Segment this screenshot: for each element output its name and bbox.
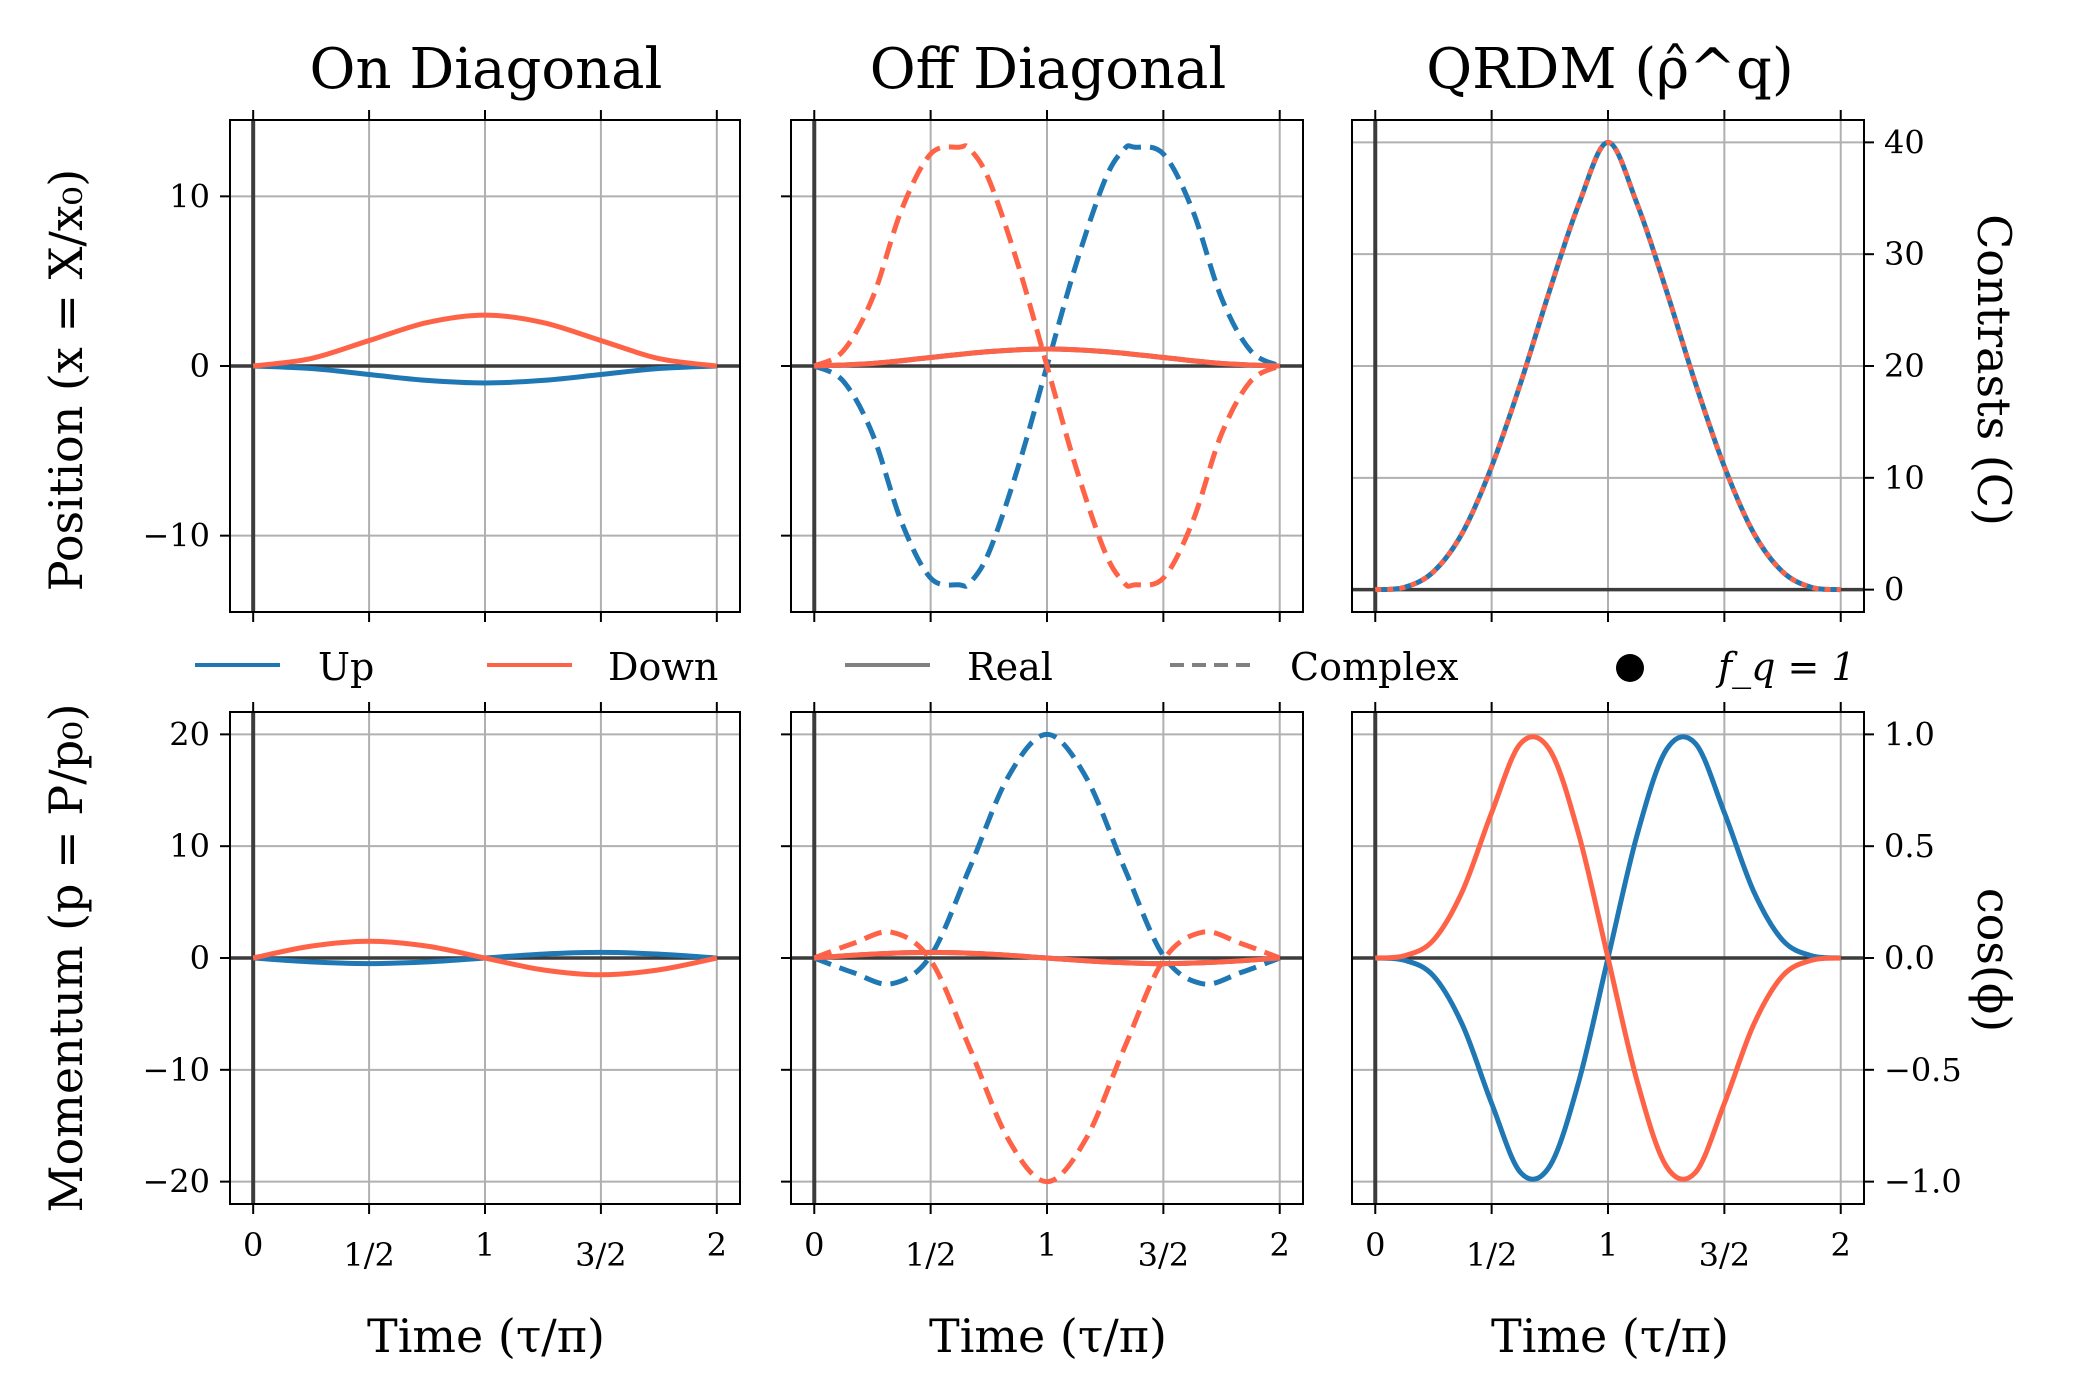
legend-real-label: Real [967, 645, 1053, 689]
y-tick-label: 0 [1884, 571, 1904, 609]
x-tick-label: 1 [1598, 1226, 1618, 1264]
ylabel-contrasts: Contrasts (C) [1967, 214, 2021, 526]
y-tick-label: 0 [190, 347, 210, 385]
y-tick-label: 0.0 [1884, 939, 1935, 977]
panel-contrasts: 0 10 20 30 40 [1351, 110, 1925, 622]
x-tick-label: 1 [475, 1226, 495, 1264]
xlabel-time-1: Time (τ/π) [367, 1309, 605, 1363]
x-tick-label: 2 [707, 1226, 727, 1264]
y-tick-label: 20 [1884, 347, 1925, 385]
series-up-dashed [813, 731, 1281, 987]
ylabel-cosphi: cos(ϕ) [1967, 888, 2021, 1032]
y-tick-label: 0 [190, 939, 210, 977]
x-tick-label: 3/2 [1138, 1236, 1190, 1274]
y-tick-label: 0.5 [1884, 827, 1935, 865]
y-tick-label: 10 [169, 177, 210, 215]
x-tick-label: 0 [804, 1226, 824, 1264]
xlabel-time-2: Time (τ/π) [929, 1309, 1167, 1363]
title-on-diagonal: On Diagonal [310, 37, 663, 102]
panel-cosphi: 0 1/2 1 3/2 2 −1.0 −0.5 0.0 0.5 1.0 [1351, 702, 1962, 1274]
x-tick-label: 3/2 [1699, 1236, 1751, 1274]
series-down-solid [814, 949, 1280, 967]
xlabel-time-3: Time (τ/π) [1491, 1309, 1729, 1363]
title-off-diagonal: Off Diagonal [870, 37, 1227, 102]
panel-momentum-off-diagonal: 0 1/2 1 3/2 2 [781, 702, 1304, 1274]
panel-position-on-diagonal: −10 0 10 [142, 110, 741, 622]
x-tick-label: 2 [1831, 1226, 1851, 1264]
title-qrdm: QRDM (ρ̂^q) [1426, 37, 1794, 102]
series-down-solid [1375, 734, 1841, 1182]
ylabel-momentum: Momentum (p = P/p₀) [39, 703, 93, 1212]
y-tick-label: 10 [169, 827, 210, 865]
y-tick-label: 40 [1884, 123, 1925, 161]
series-up-solid [253, 363, 717, 386]
legend-fq-marker [1616, 654, 1644, 682]
y-tick-label: −1.0 [1884, 1163, 1962, 1201]
x-tick-label: 1/2 [343, 1236, 395, 1274]
y-tick-label: −10 [142, 517, 210, 555]
x-tick-label: 0 [243, 1226, 263, 1264]
y-tick-label: 10 [1884, 459, 1925, 497]
series-down-dotted [1375, 139, 1841, 593]
x-tick-label: 3/2 [575, 1236, 627, 1274]
y-tick-label: −10 [142, 1051, 210, 1089]
series-down-solid [252, 312, 718, 369]
ylabel-position: Position (x = X/x₀) [39, 169, 93, 592]
y-tick-label: −0.5 [1884, 1051, 1962, 1089]
series-down-dashed [813, 929, 1281, 1185]
y-tick-label: 1.0 [1884, 715, 1935, 753]
x-tick-label: 1/2 [905, 1236, 957, 1274]
panel-position-off-diagonal [781, 110, 1304, 622]
x-tick-label: 1/2 [1466, 1236, 1518, 1274]
y-tick-label: 20 [169, 715, 210, 753]
y-tick-label: 30 [1884, 235, 1925, 273]
series-down-dashed [813, 143, 1281, 589]
x-tick-label: 1 [1037, 1226, 1057, 1264]
series-down-solid [252, 938, 718, 978]
x-tick-label: 2 [1270, 1226, 1290, 1264]
panel-momentum-on-diagonal: 0 1/2 1 3/2 2 −20 −10 0 10 20 [142, 702, 741, 1274]
y-tick-label: −20 [142, 1163, 210, 1201]
legend-down-label: Down [608, 645, 718, 689]
series-down-solid [814, 346, 1280, 369]
legend: Up Down Real Complex f_q = 1 [195, 645, 1856, 690]
legend-fq-label: f_q = 1 [1715, 645, 1856, 690]
x-tick-label: 0 [1365, 1226, 1385, 1264]
legend-complex-label: Complex [1290, 645, 1458, 689]
legend-up-label: Up [318, 645, 374, 689]
